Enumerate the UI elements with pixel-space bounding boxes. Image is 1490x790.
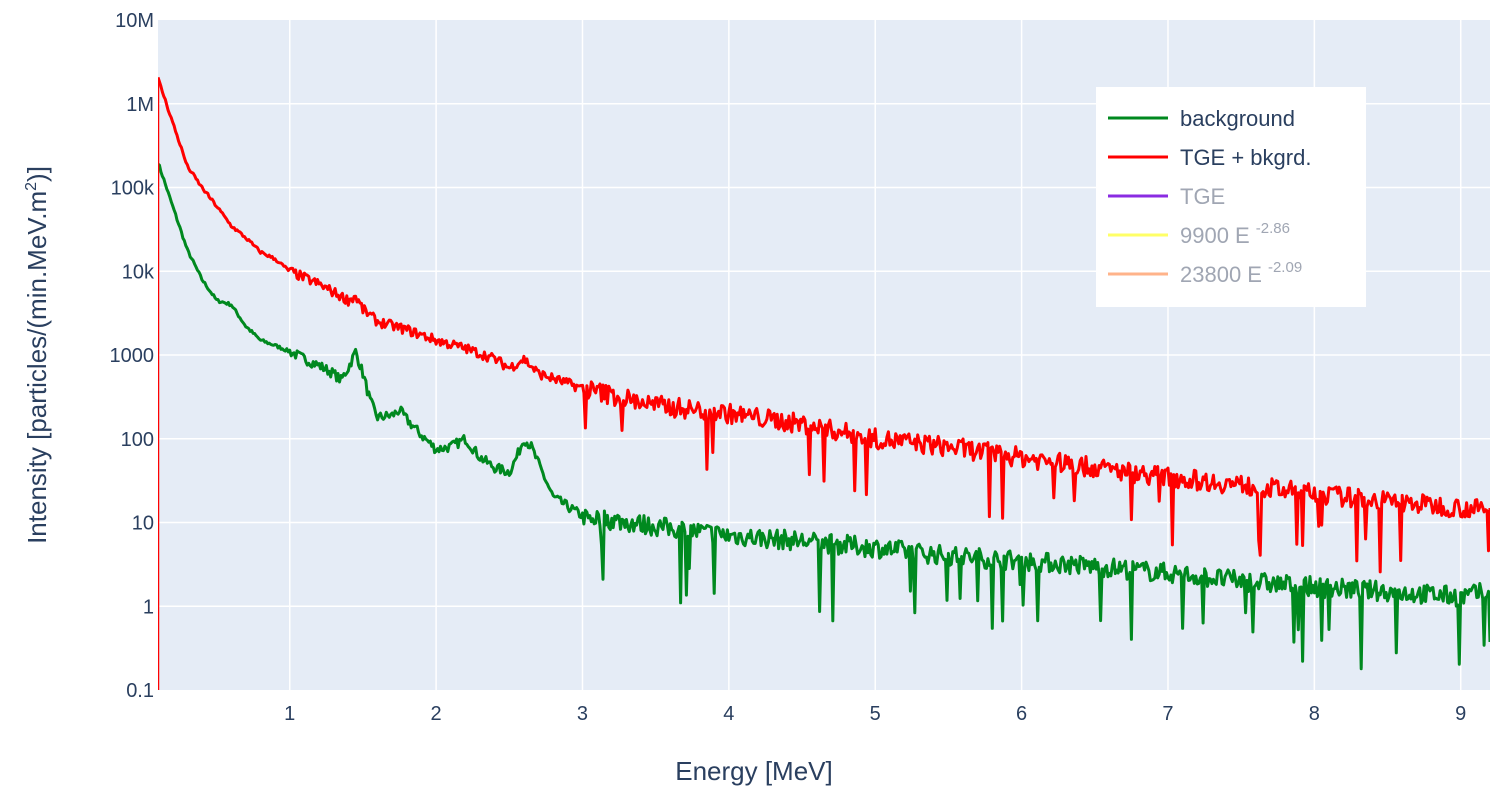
legend-item[interactable]: background [1108,106,1295,131]
y-axis-ticks: 0.1 1 10 100 1000 10k 100k 1M 10M [110,10,155,702]
legend-item[interactable]: TGE + bkgrd. [1108,145,1311,170]
legend-item[interactable]: 23800 E -2.09 [1108,259,1302,287]
y-tick-label: 100 [121,429,154,451]
x-tick-label: 1 [284,703,295,725]
legend-item[interactable]: 9900 E -2.86 [1108,220,1290,248]
y-axis-title: Intensity [particles/(min.MeV.m2)] [22,166,52,544]
x-tick-label: 8 [1309,703,1320,725]
y-tick-label: 0.1 [126,680,154,702]
y-axis-title-end: )] [22,166,52,182]
y-tick-label: 1M [126,94,154,116]
x-axis-title: Energy [MeV] [675,756,833,786]
series-line-tge-bkgrd- [158,76,1490,574]
x-tick-label: 3 [577,703,588,725]
x-tick-label: 9 [1455,703,1466,725]
x-tick-label: 2 [431,703,442,725]
legend: background TGE + bkgrd. TGE 9900 E -2.86 2380… [1096,87,1366,307]
x-tick-label: 6 [1016,703,1027,725]
x-axis-ticks: 1 2 3 4 5 6 7 8 9 [284,703,1466,725]
y-tick-label: 10M [115,10,154,32]
x-tick-label: 7 [1162,703,1173,725]
y-tick-label: 10k [122,261,155,283]
y-tick-label: 1 [143,596,154,618]
y-tick-label: 100k [111,178,155,200]
y-tick-label: 1000 [110,345,155,367]
legend-label: background [1180,106,1295,131]
legend-label: 9900 E -2.86 [1180,220,1290,248]
legend-label: TGE [1180,184,1225,209]
legend-label: 23800 E -2.09 [1180,259,1302,287]
series-line-background [158,162,1490,671]
x-tick-label: 5 [870,703,881,725]
legend-item[interactable]: TGE [1108,184,1225,209]
legend-label: TGE + bkgrd. [1180,145,1311,170]
x-tick-label: 4 [723,703,734,725]
y-axis-title-superscript: 2 [23,182,40,191]
y-axis-title-main: Intensity [particles/(min.MeV.m [22,191,52,544]
series-layer [158,76,1490,690]
y-tick-label: 10 [132,513,154,535]
